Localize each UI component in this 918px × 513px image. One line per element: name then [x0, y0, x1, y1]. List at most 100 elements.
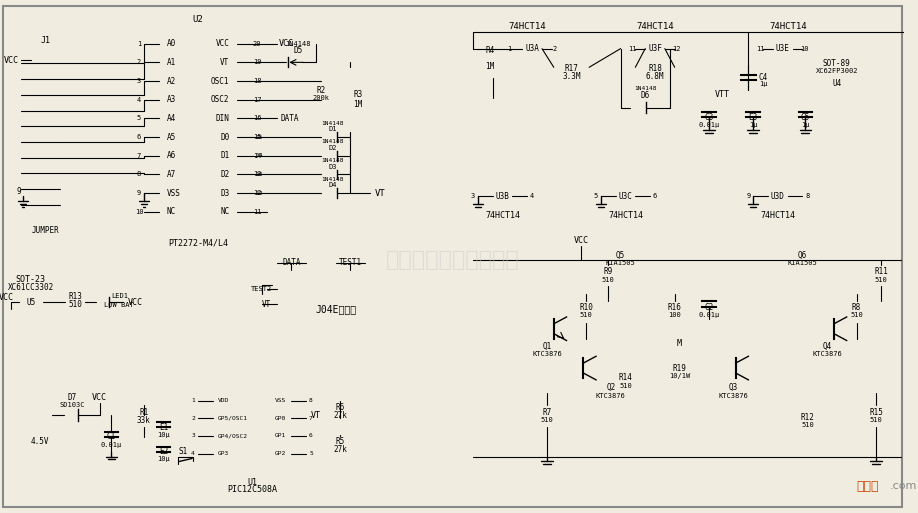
Text: 74HCT14: 74HCT14 — [608, 211, 643, 220]
Text: 1: 1 — [137, 41, 141, 47]
Text: DATA: DATA — [280, 114, 298, 123]
Text: VT: VT — [375, 189, 386, 198]
Text: 6: 6 — [137, 134, 141, 140]
Text: 510: 510 — [875, 277, 888, 283]
Text: GP0: GP0 — [275, 416, 286, 421]
Text: E3: E3 — [749, 113, 758, 122]
Text: 1: 1 — [191, 398, 195, 403]
Text: 8: 8 — [309, 398, 313, 403]
Bar — [579, 301, 593, 323]
Text: 10: 10 — [800, 46, 809, 52]
Text: 7: 7 — [309, 416, 313, 421]
Polygon shape — [288, 57, 302, 67]
Text: 3: 3 — [137, 78, 141, 84]
Text: 3.3M: 3.3M — [562, 72, 581, 81]
Text: 9: 9 — [137, 190, 141, 196]
Text: 19: 19 — [252, 60, 262, 65]
Text: 27k: 27k — [333, 445, 347, 454]
Text: GP3: GP3 — [218, 451, 229, 456]
Text: 0.01μ: 0.01μ — [699, 312, 720, 318]
Text: 3: 3 — [191, 433, 195, 439]
Text: A3: A3 — [166, 95, 175, 104]
Text: U3A: U3A — [525, 44, 539, 53]
Text: Q1: Q1 — [543, 342, 552, 351]
Text: LED1: LED1 — [111, 293, 128, 299]
Bar — [36, 154, 55, 162]
Text: U3D: U3D — [771, 191, 785, 201]
Text: 74HCT14: 74HCT14 — [760, 211, 795, 220]
Text: A2: A2 — [166, 76, 175, 86]
Text: R14: R14 — [619, 373, 633, 382]
Text: 1M: 1M — [486, 62, 495, 71]
Text: 27k: 27k — [333, 411, 347, 420]
Text: 1N4148: 1N4148 — [321, 158, 344, 163]
Text: D7: D7 — [68, 393, 77, 402]
Bar — [540, 405, 554, 427]
Text: U3B: U3B — [496, 191, 509, 201]
Text: 7: 7 — [137, 153, 141, 159]
Text: R13: R13 — [68, 292, 82, 301]
Bar — [869, 405, 883, 427]
Text: U5: U5 — [27, 298, 36, 307]
Text: 10μ: 10μ — [157, 457, 170, 463]
Text: TEST1: TEST1 — [339, 259, 362, 267]
Text: 14: 14 — [255, 153, 263, 158]
Text: XC62FP3002: XC62FP3002 — [815, 68, 858, 74]
Text: GP5/OSC1: GP5/OSC1 — [218, 416, 248, 421]
Bar — [333, 401, 347, 422]
Text: 1N4148: 1N4148 — [321, 140, 344, 145]
Bar — [850, 301, 864, 323]
Text: VT: VT — [220, 58, 230, 67]
Text: SOT-23: SOT-23 — [16, 275, 46, 284]
Polygon shape — [64, 409, 78, 421]
Text: 510: 510 — [850, 312, 863, 318]
Polygon shape — [493, 309, 512, 325]
Text: A1: A1 — [166, 58, 175, 67]
Text: 100: 100 — [668, 312, 681, 318]
Text: OSC1: OSC1 — [211, 76, 230, 86]
Text: U3E: U3E — [776, 44, 789, 53]
Text: VCC: VCC — [279, 39, 294, 48]
Text: Q5: Q5 — [616, 250, 625, 260]
Text: VSS: VSS — [275, 398, 286, 403]
Bar — [554, 62, 589, 73]
Text: R11: R11 — [874, 267, 888, 276]
Text: 12: 12 — [672, 46, 681, 52]
Text: D1: D1 — [220, 151, 230, 160]
Polygon shape — [522, 457, 542, 472]
Text: Q4: Q4 — [823, 342, 832, 351]
Text: 510: 510 — [801, 422, 813, 428]
Text: D0: D0 — [220, 132, 230, 142]
Text: KTC3876: KTC3876 — [719, 392, 748, 399]
Bar — [36, 427, 44, 466]
Text: 1N4148: 1N4148 — [321, 177, 344, 182]
Text: R12: R12 — [800, 413, 814, 422]
Text: 510: 510 — [541, 417, 554, 423]
Text: R1: R1 — [140, 408, 149, 417]
Text: OSC2: OSC2 — [211, 95, 230, 104]
Text: SD103C: SD103C — [60, 402, 84, 408]
Text: 12: 12 — [252, 190, 262, 196]
Bar — [31, 49, 61, 226]
Text: A0: A0 — [166, 39, 175, 48]
Bar — [36, 169, 55, 177]
Text: KTC3876: KTC3876 — [532, 351, 562, 357]
Text: 12: 12 — [255, 191, 263, 195]
Text: R8: R8 — [852, 303, 861, 311]
Text: D3: D3 — [329, 164, 337, 170]
Text: 1μ: 1μ — [749, 122, 757, 128]
Bar — [333, 435, 347, 457]
Polygon shape — [320, 151, 337, 161]
Text: 13: 13 — [255, 172, 263, 177]
Text: Q2: Q2 — [606, 383, 615, 392]
Text: 510: 510 — [68, 300, 82, 309]
Text: 10μ: 10μ — [157, 432, 170, 438]
Text: 1N4148: 1N4148 — [634, 86, 656, 91]
Text: M: M — [677, 339, 682, 348]
Text: PT2272-M4/L4: PT2272-M4/L4 — [168, 239, 228, 248]
Text: U4: U4 — [833, 80, 842, 89]
Text: VDD: VDD — [218, 398, 229, 403]
Text: VCC: VCC — [4, 56, 18, 65]
Text: R5: R5 — [336, 437, 345, 446]
Text: R9: R9 — [603, 267, 612, 276]
